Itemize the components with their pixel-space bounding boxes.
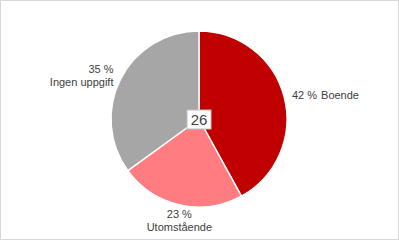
data-label: 23 %Utomstående [147,208,212,233]
labels: 42 % Boende 23 %Utomstående 35 %Ingen uppgi… [50,63,359,232]
value-label: 23 % [167,208,192,220]
category-label: Boende [321,89,359,101]
annotation: 26 [191,111,208,128]
chart: 42 % Boende 23 %Utomstående 35 %Ingen uppgi… [0,0,399,240]
chart-frame [1,1,399,240]
value-label: 42 % [292,89,317,101]
data-label: 42 % Boende [292,89,359,101]
data-label: 35 %Ingen uppgift [50,63,114,88]
annotation-box [187,110,211,129]
category-label: Utomstående [147,221,212,233]
center-annotation: 26 [187,110,211,129]
pie [111,31,287,207]
pie-slice [111,31,199,171]
value-label: 35 % [88,63,113,75]
category-label: Ingen uppgift [50,76,114,88]
